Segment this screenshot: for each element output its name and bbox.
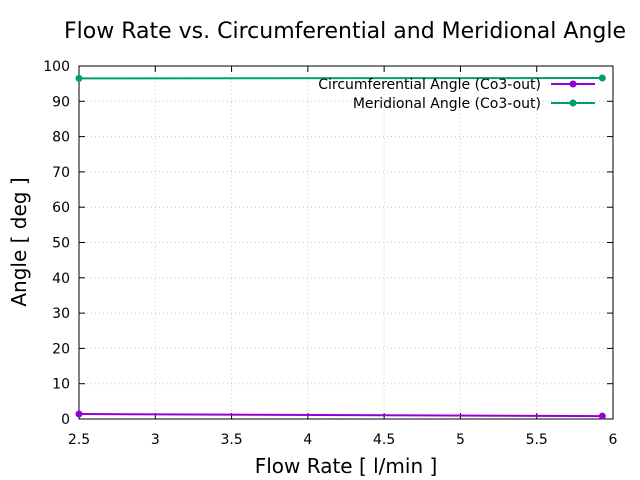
y-tick-label: 90 (52, 94, 70, 110)
legend-label: Meridional Angle (Co3-out) (353, 96, 541, 112)
y-tick-label: 80 (52, 130, 70, 146)
x-axis-label: Flow Rate [ l/min ] (255, 454, 438, 478)
chart-title: Flow Rate vs. Circumferential and Meridi… (64, 19, 626, 44)
y-tick-label: 10 (52, 377, 70, 393)
y-tick-label: 40 (52, 271, 70, 287)
y-axis-label: Angle [ deg ] (7, 177, 31, 306)
series-layer (75, 74, 606, 420)
x-tick-label: 5 (456, 432, 465, 448)
y-tick-label: 60 (52, 200, 70, 216)
x-tick-label: 6 (609, 432, 618, 448)
y-tick-label: 20 (52, 341, 70, 357)
x-tick-label: 5.5 (526, 432, 548, 448)
data-point (75, 74, 83, 82)
axis-ticks: 0 10 20 30 40 50 60 70 80 90 100 2.5 3 3.5 4 4.5 5 5.5 6 (43, 59, 617, 448)
legend-marker (569, 99, 577, 107)
legend: Circumferential Angle (Co3-out) Meridiona… (318, 77, 595, 112)
y-tick-label: 30 (52, 306, 70, 322)
grid (79, 66, 613, 419)
legend-marker (569, 80, 577, 88)
y-tick-label: 50 (52, 236, 70, 252)
series-line (78, 413, 603, 418)
data-point (598, 74, 606, 82)
data-point (598, 412, 606, 420)
x-tick-label: 3 (151, 432, 160, 448)
y-tick-label: 100 (43, 59, 70, 75)
y-tick-label: 0 (61, 412, 70, 428)
data-point (75, 410, 83, 418)
y-tick-label: 70 (52, 165, 70, 181)
x-tick-label: 4 (303, 432, 312, 448)
x-tick-label: 2.5 (68, 432, 90, 448)
x-tick-label: 4.5 (373, 432, 395, 448)
x-tick-label: 3.5 (220, 432, 242, 448)
legend-label: Circumferential Angle (Co3-out) (318, 77, 541, 93)
